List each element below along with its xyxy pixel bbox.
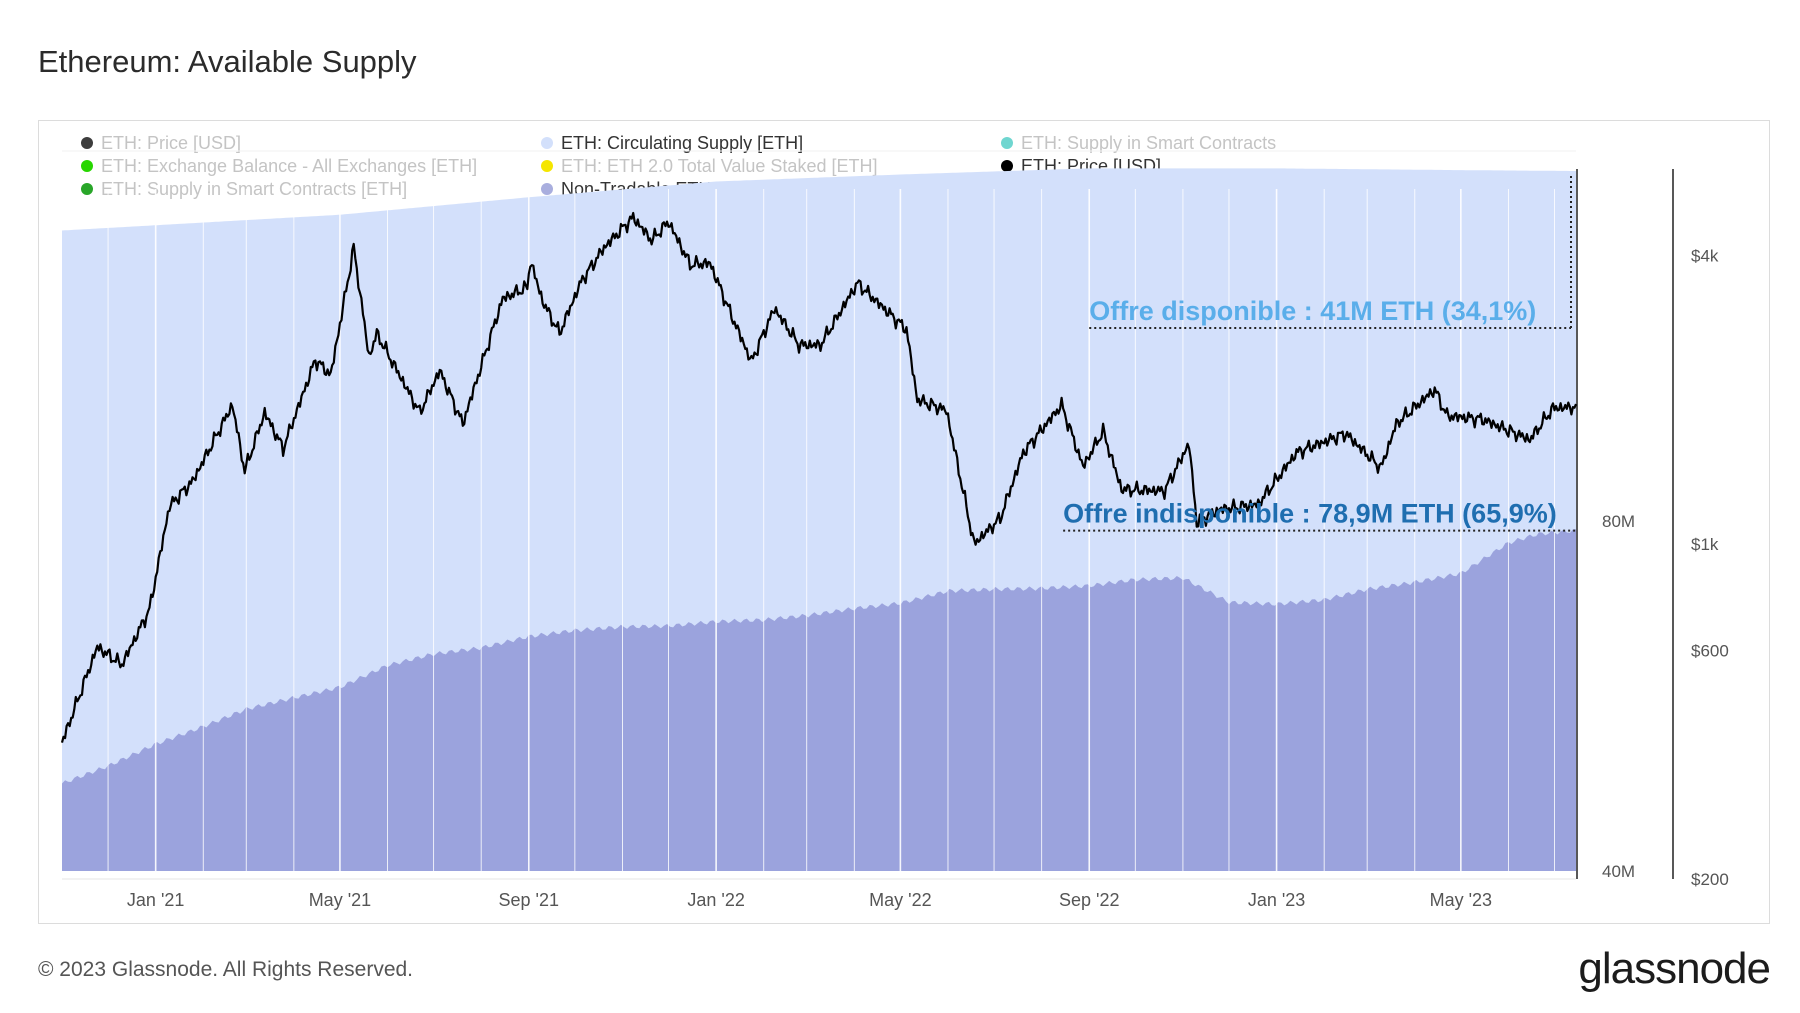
- legend-item: ETH: Circulating Supply [ETH]: [541, 133, 803, 153]
- price-tick-label: $200: [1691, 870, 1729, 889]
- plot-area: [60, 150, 1578, 879]
- price-tick-label: $600: [1691, 641, 1729, 660]
- x-tick-label: Sep '22: [1059, 890, 1120, 910]
- x-tick-label: May '23: [1430, 890, 1492, 910]
- unavailable-supply-label: Offre indisponible : 78,9M ETH (65,9%): [1063, 499, 1557, 529]
- legend-label: ETH: Price [USD]: [101, 133, 241, 153]
- annotations: Offre disponible : 41M ETH (34,1%) Offre …: [1063, 173, 1576, 532]
- legend-label: ETH: Circulating Supply [ETH]: [561, 133, 803, 153]
- glassnode-logo: glassnode: [1578, 944, 1771, 993]
- chart-frame: ETH: Price [USD] ETH: Circulating Supply …: [38, 120, 1770, 924]
- legend-label: ETH: Supply in Smart Contracts [ETH]: [101, 179, 407, 199]
- available-supply-label: Offre disponible : 41M ETH (34,1%): [1089, 296, 1536, 326]
- x-tick-label: May '22: [869, 890, 931, 910]
- chart-svg: ETH: Price [USD] ETH: Circulating Supply …: [60, 133, 1729, 910]
- price-tick-label: $1k: [1691, 535, 1719, 554]
- legend-dot: [81, 183, 93, 195]
- x-tick-label: May '21: [309, 890, 371, 910]
- x-axis: Jan '21 May '21 Sep '21 Jan '22 May '22 Sep '…: [62, 878, 1576, 910]
- legend-item: ETH: Supply in Smart Contracts [ETH]: [81, 179, 407, 199]
- legend-label: ETH: Exchange Balance - All Exchanges [E…: [101, 156, 477, 176]
- legend-dot: [541, 160, 553, 172]
- copyright: © 2023 Glassnode. All Rights Reserved.: [38, 958, 414, 981]
- legend-label: ETH: Supply in Smart Contracts: [1021, 133, 1276, 153]
- legend-dot: [1001, 137, 1013, 149]
- page-title: Ethereum: Available Supply: [38, 44, 417, 79]
- non-tradable-supply-area: [62, 529, 1576, 871]
- legend-dot: [541, 183, 553, 195]
- x-tick-label: Jan '22: [687, 890, 744, 910]
- legend-item: ETH: Supply in Smart Contracts: [1001, 133, 1276, 153]
- supply-tick-label: 80M: [1602, 512, 1635, 531]
- legend-dot: [81, 137, 93, 149]
- price-line: [60, 211, 1578, 743]
- legend-dot: [541, 137, 553, 149]
- legend-label: ETH: ETH 2.0 Total Value Staked [ETH]: [561, 156, 877, 176]
- x-tick-label: Sep '21: [499, 890, 560, 910]
- supply-tick-label: 40M: [1602, 862, 1635, 881]
- legend-dot: [1001, 160, 1013, 172]
- price-axis: $200 $600 $1k $4k: [1672, 169, 1729, 889]
- legend-dot: [81, 160, 93, 172]
- price-tick-label: $4k: [1691, 246, 1719, 265]
- supply-axis: 40M 80M: [1576, 169, 1635, 881]
- x-tick-label: Jan '23: [1248, 890, 1305, 910]
- x-tick-label: Jan '21: [127, 890, 184, 910]
- legend-item: ETH: Exchange Balance - All Exchanges [E…: [81, 156, 477, 176]
- legend-item: ETH: ETH 2.0 Total Value Staked [ETH]: [541, 156, 877, 176]
- legend-item: ETH: Price [USD]: [81, 133, 241, 153]
